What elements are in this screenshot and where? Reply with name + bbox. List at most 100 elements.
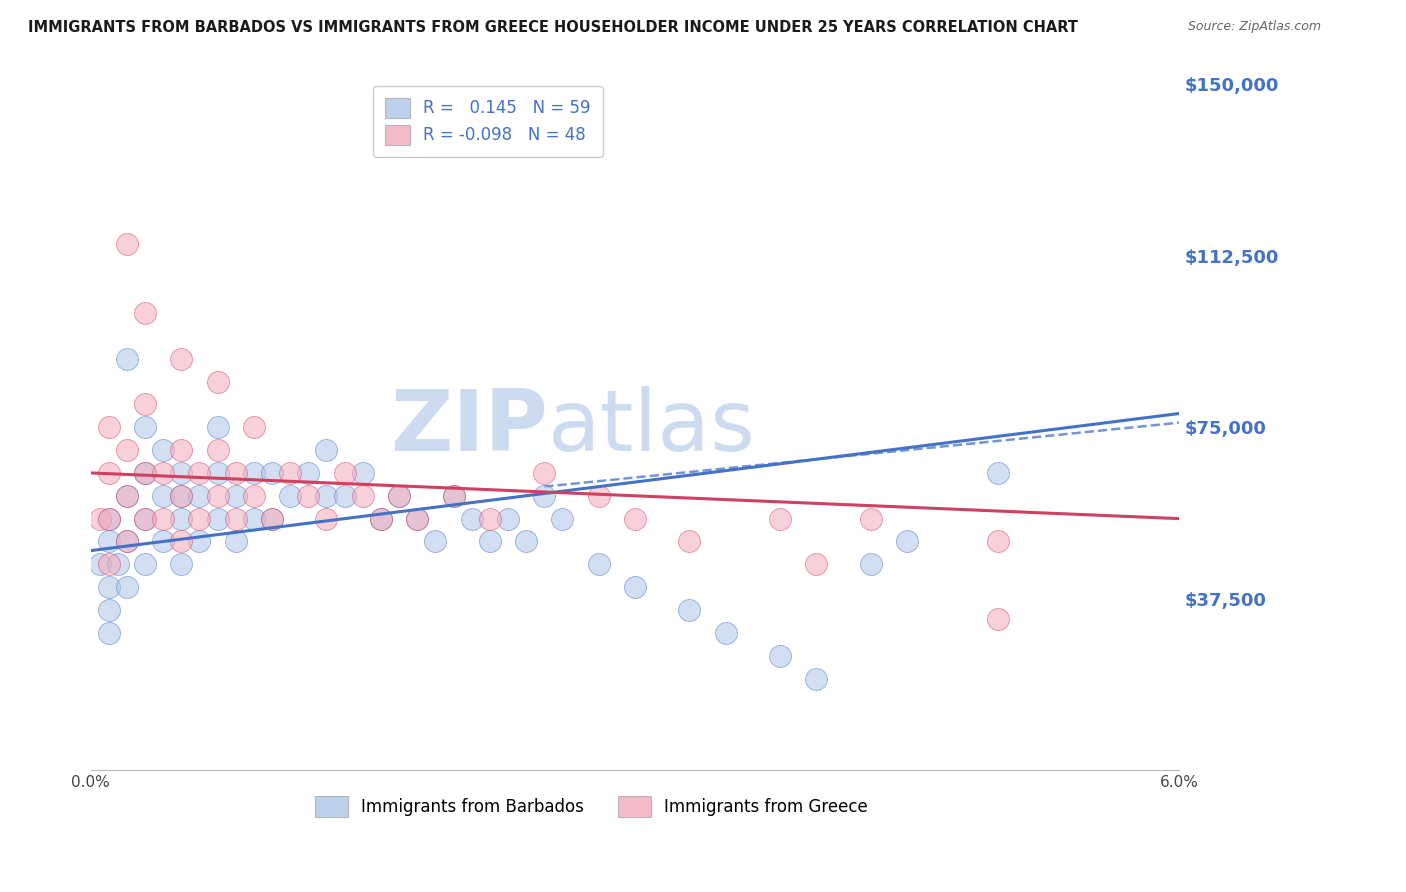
Point [243,489,266,503]
Text: IMMIGRANTS FROM BARBADOS VS IMMIGRANTS FROM GREECE HOUSEHOLDER INCOME UNDER 25 Y: IMMIGRANTS FROM BARBADOS VS IMMIGRANTS F… [28,20,1078,35]
Point [987,612,1010,626]
Point [97,511,120,525]
Point [624,511,647,525]
Point [134,397,156,411]
Point [134,558,156,572]
Point [496,511,519,525]
Point [115,534,138,549]
Point [806,672,828,686]
Point [188,511,211,525]
Point [134,466,156,480]
Point [333,466,356,480]
Point [170,511,193,525]
Point [97,580,120,594]
Point [714,626,737,640]
Text: Source: ZipAtlas.com: Source: ZipAtlas.com [1188,20,1322,33]
Point [533,489,555,503]
Point [207,511,229,525]
Point [533,466,555,480]
Point [134,511,156,525]
Point [170,489,193,503]
Point [278,466,301,480]
Point [152,511,174,525]
Point [260,511,283,525]
Point [443,489,465,503]
Legend: Immigrants from Barbados, Immigrants from Greece: Immigrants from Barbados, Immigrants fro… [308,789,875,823]
Point [333,489,356,503]
Point [89,558,111,572]
Point [115,580,138,594]
Point [97,626,120,640]
Point [260,511,283,525]
Point [170,443,193,458]
Point [188,534,211,549]
Point [243,466,266,480]
Point [425,534,447,549]
Point [315,443,337,458]
Point [115,489,138,503]
Point [278,489,301,503]
Point [987,466,1010,480]
Point [225,511,247,525]
Point [134,511,156,525]
Point [97,466,120,480]
Point [352,489,374,503]
Point [207,375,229,389]
Point [315,511,337,525]
Point [115,237,138,252]
Point [207,420,229,434]
Point [89,511,111,525]
Point [97,511,120,525]
Point [460,511,482,525]
Point [97,558,120,572]
Point [97,603,120,617]
Point [225,534,247,549]
Point [443,489,465,503]
Point [896,534,918,549]
Point [134,420,156,434]
Point [152,534,174,549]
Text: atlas: atlas [548,385,756,468]
Point [370,511,392,525]
Point [370,511,392,525]
Point [152,466,174,480]
Point [134,466,156,480]
Point [115,489,138,503]
Point [170,351,193,366]
Point [551,511,574,525]
Point [388,489,411,503]
Point [515,534,537,549]
Point [678,534,700,549]
Point [170,558,193,572]
Point [859,511,882,525]
Point [115,534,138,549]
Point [352,466,374,480]
Point [806,558,828,572]
Point [624,580,647,594]
Point [297,489,319,503]
Point [170,534,193,549]
Point [260,466,283,480]
Point [769,648,792,663]
Point [207,466,229,480]
Point [207,489,229,503]
Point [134,306,156,320]
Point [170,489,193,503]
Point [243,511,266,525]
Point [243,420,266,434]
Point [388,489,411,503]
Point [406,511,429,525]
Point [678,603,700,617]
Point [478,511,501,525]
Point [188,489,211,503]
Point [987,534,1010,549]
Point [315,489,337,503]
Point [406,511,429,525]
Point [115,351,138,366]
Point [478,534,501,549]
Point [859,558,882,572]
Point [225,489,247,503]
Point [170,466,193,480]
Point [207,443,229,458]
Point [769,511,792,525]
